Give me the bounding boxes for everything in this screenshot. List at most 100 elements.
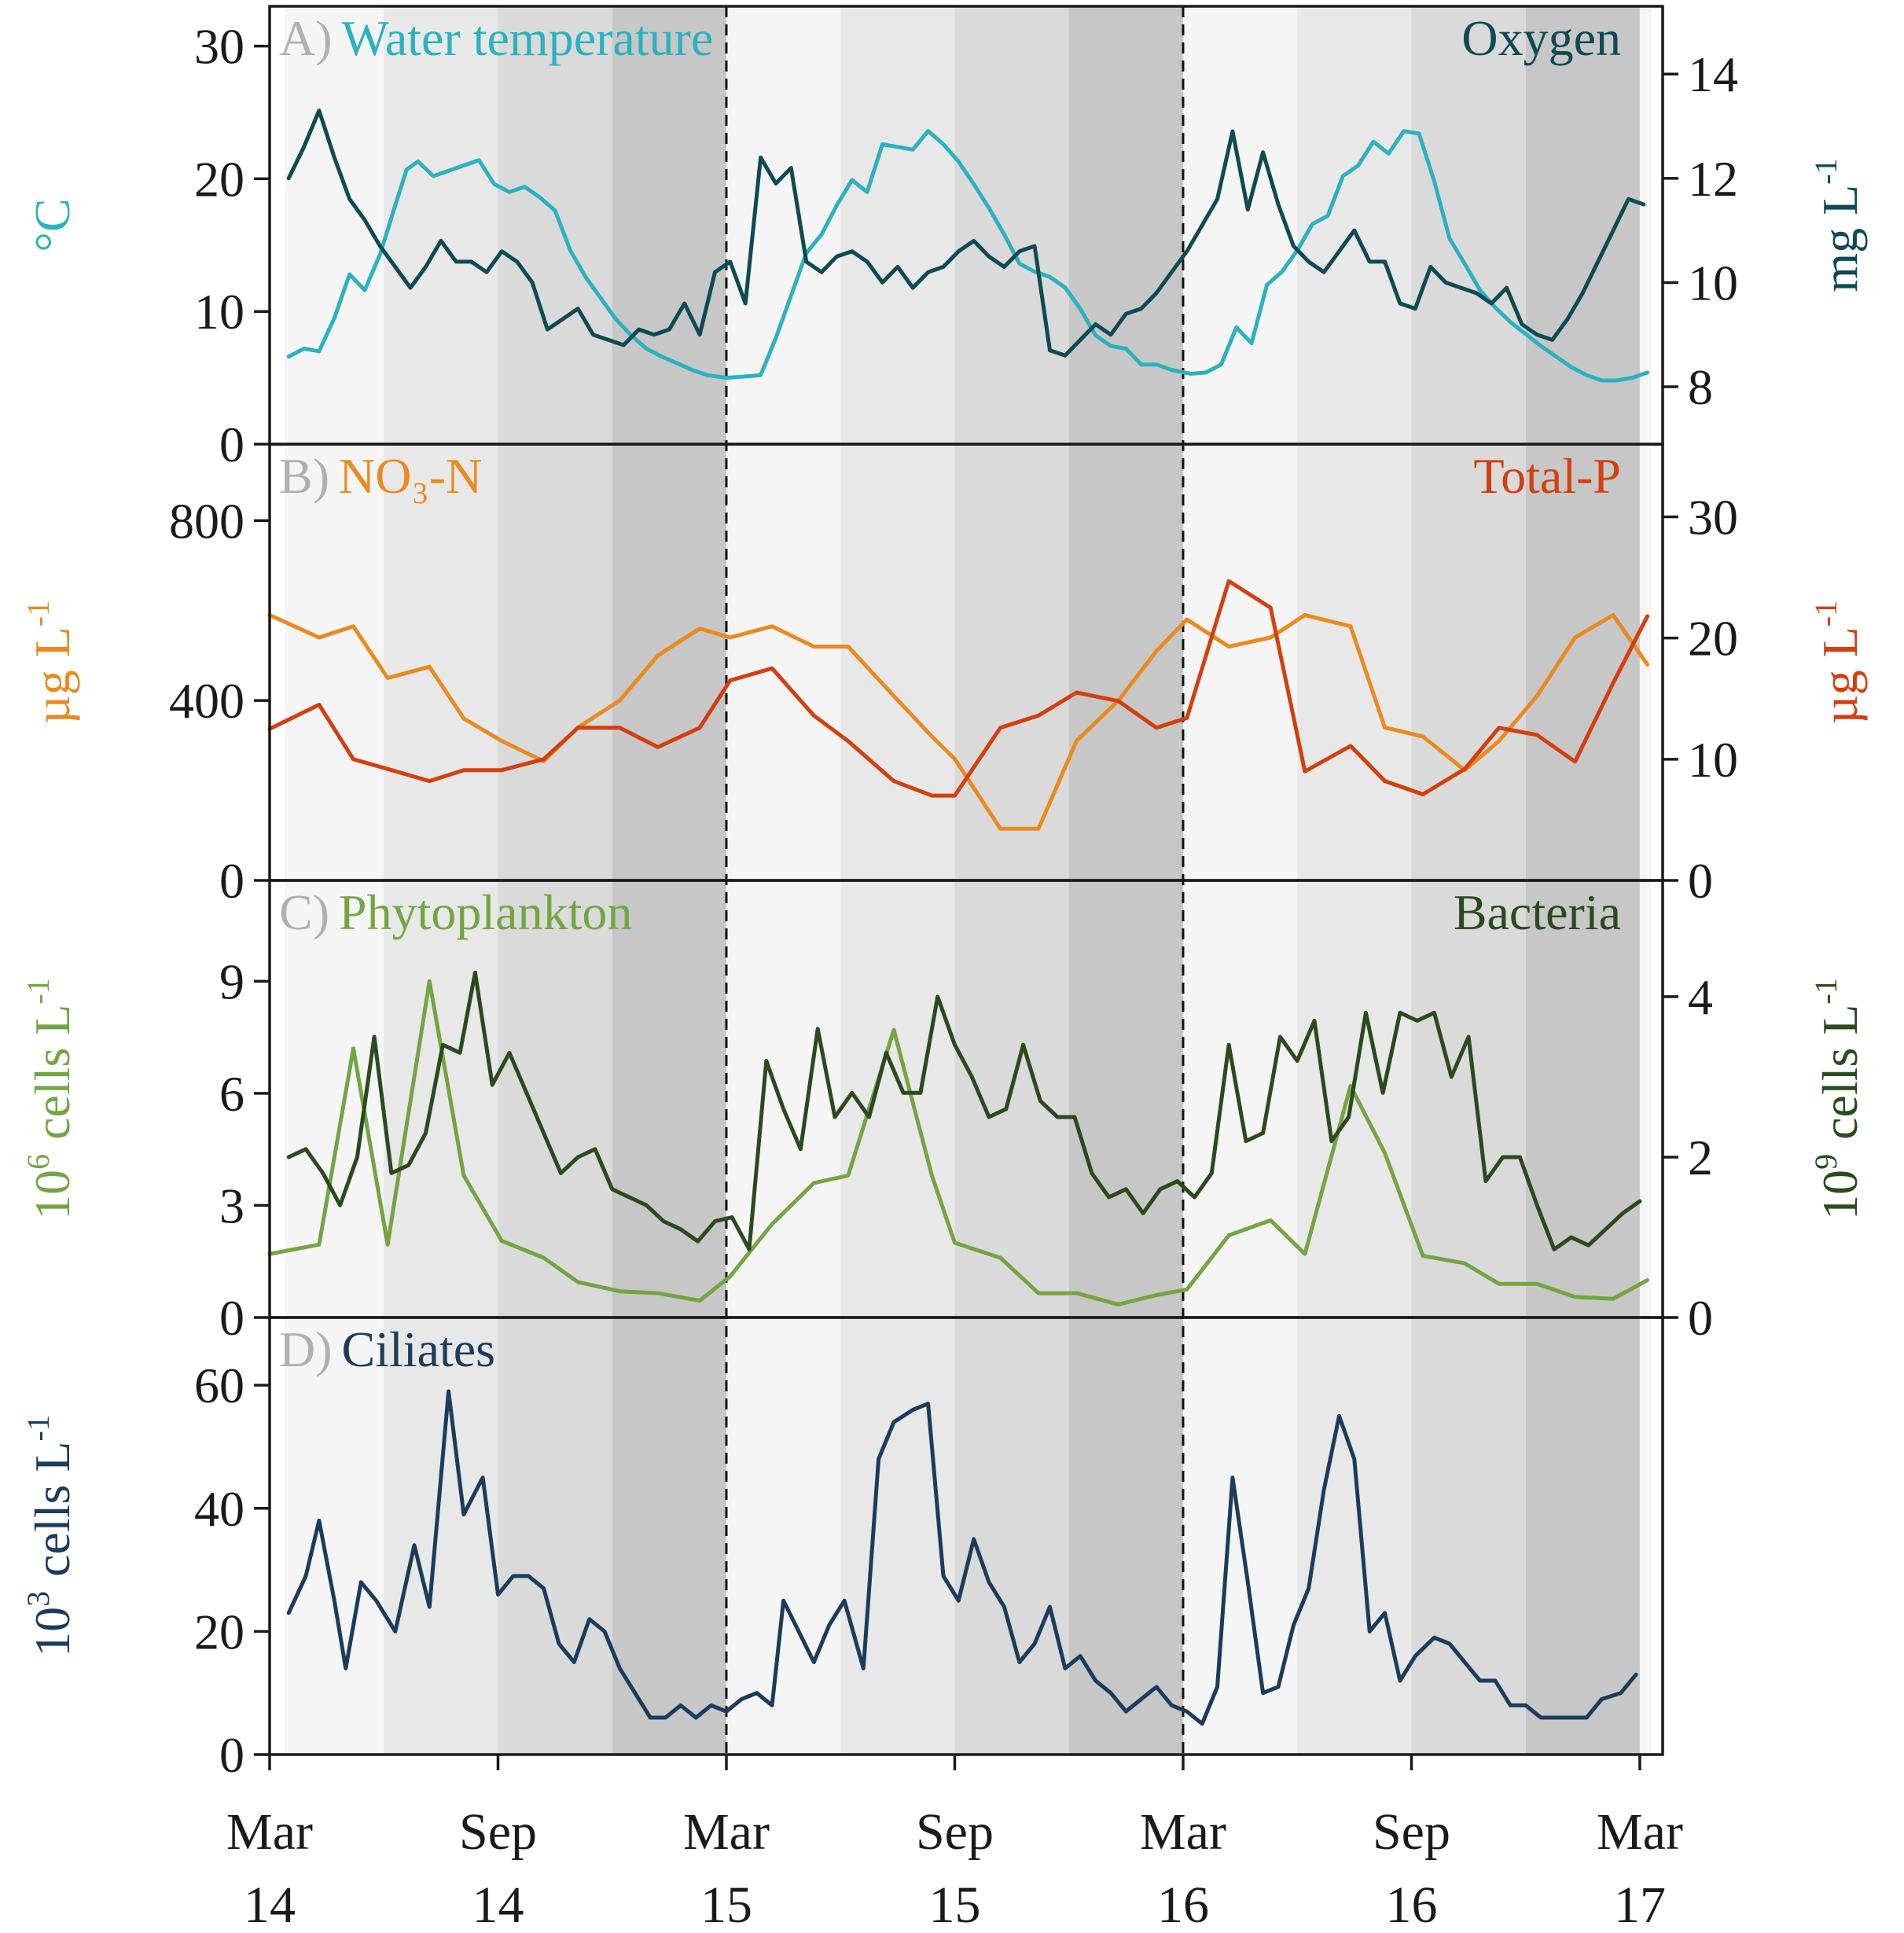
right-tick-label: 4 — [1688, 969, 1713, 1025]
axis-unit-main: µg L — [24, 627, 80, 724]
right-tick-label: 0 — [1688, 1290, 1713, 1346]
axis-unit-main: cells L — [24, 1004, 80, 1139]
axis-unit-exponent: 3 — [20, 1591, 56, 1607]
y-axis-label-left: °C — [24, 198, 80, 252]
right-tick-label: 10 — [1688, 255, 1738, 311]
axis-unit-exponent: 6 — [20, 1154, 56, 1170]
x-tick-year: 14 — [244, 1876, 296, 1933]
axis-unit-main: µg L — [1812, 627, 1868, 724]
x-tick-month: Mar — [226, 1803, 313, 1861]
x-tick-year: 15 — [700, 1876, 752, 1933]
axis-ticks: 0102030810121404008000102030036902402040… — [169, 19, 1738, 1783]
x-tick-month: Mar — [683, 1803, 770, 1861]
x-tick-month: Mar — [1597, 1803, 1683, 1861]
panel-title-left-c: C) Phytoplankton — [279, 884, 632, 940]
x-tick-year: 17 — [1614, 1876, 1666, 1933]
right-tick-label: 0 — [1688, 853, 1713, 909]
panel-letter: D) — [279, 1321, 333, 1377]
panel-letter: B) — [279, 448, 329, 504]
axis-unit-text: mg L-1 — [1808, 158, 1868, 292]
x-tick-month: Sep — [1373, 1803, 1450, 1861]
axis-unit-main: cells L — [1812, 1004, 1868, 1139]
right-tick-label: 30 — [1688, 490, 1738, 546]
series-line-phytoplankton — [267, 979, 1650, 1306]
panel-title-left-d: D) Ciliates — [279, 1321, 495, 1377]
left-tick-label: 6 — [219, 1066, 244, 1122]
axis-unit-exponent: -1 — [20, 601, 56, 627]
series-line-bacteria — [286, 970, 1642, 1251]
panel-series-name: Water temperature — [342, 10, 714, 66]
series-line-water-temperature — [286, 129, 1650, 383]
axis-unit-exponent: -1 — [1808, 601, 1843, 627]
y-axis-label-right: µg L-1 — [1808, 601, 1868, 724]
right-tick-label: 20 — [1688, 611, 1738, 667]
panel-title-right-b: Total-P — [1474, 448, 1622, 504]
left-tick-label: 3 — [219, 1178, 244, 1233]
series-line-oxygen — [286, 108, 1646, 358]
right-tick-label: 2 — [1688, 1130, 1713, 1185]
x-tick-month: Sep — [916, 1803, 994, 1861]
axis-unit-exponent: -1 — [1808, 158, 1843, 184]
axis-unit-main: °C — [24, 198, 80, 252]
y-axis-label-left: µg L-1 — [20, 601, 80, 724]
left-tick-label: 20 — [194, 1604, 244, 1659]
panel-letter: C) — [279, 884, 329, 940]
x-tick-month: Mar — [1140, 1803, 1226, 1861]
data-series — [267, 108, 1650, 1726]
x-tick-month: Sep — [459, 1803, 537, 1861]
axis-unit-main: mg L — [1812, 185, 1868, 292]
left-tick-label: 30 — [194, 19, 244, 75]
left-tick-label: 40 — [194, 1481, 244, 1537]
axis-unit-exponent: -1 — [20, 978, 56, 1004]
series-line-ciliates — [286, 1389, 1638, 1726]
panel-frame-d — [268, 1316, 1664, 1756]
panel-series-name: Phytoplankton — [339, 884, 632, 940]
axis-unit-text: 103 cells L-1 — [20, 1415, 80, 1657]
series-line-no3-n — [267, 612, 1650, 831]
left-tick-label: 800 — [169, 493, 244, 549]
x-axis: Mar 14 Sep 14 Mar 15 Sep 15 Mar 16 Sep 16 Mar 17 — [226, 1755, 1683, 1933]
left-tick-label: 20 — [194, 151, 244, 207]
axis-unit-text: µg L-1 — [20, 601, 80, 724]
left-tick-label: 9 — [219, 954, 244, 1009]
x-tick-year: 16 — [1385, 1876, 1437, 1933]
left-tick-label: 10 — [194, 284, 244, 340]
series-line-total-p — [267, 579, 1650, 798]
panel-letter: A) — [279, 10, 333, 66]
panel-series-name: NO₃-N — [339, 448, 482, 504]
panel-title-left-b: B) NO₃-N — [279, 448, 482, 504]
axis-unit-prefix: 10 — [1812, 1170, 1868, 1220]
right-tick-label: 12 — [1688, 151, 1738, 207]
left-tick-label: 0 — [219, 853, 244, 909]
left-tick-label: 0 — [219, 1290, 244, 1346]
panel-series-name: Ciliates — [342, 1321, 496, 1377]
left-tick-label: 0 — [219, 417, 244, 472]
axis-unit-text: 106 cells L-1 — [20, 978, 80, 1220]
panel-title-right-c: Bacteria — [1454, 884, 1621, 940]
right-tick-label: 14 — [1688, 46, 1738, 102]
x-tick-year: 16 — [1157, 1876, 1209, 1933]
axis-unit-main: cells L — [24, 1441, 80, 1576]
panel-frames — [268, 5, 1664, 1756]
right-tick-label: 10 — [1688, 732, 1738, 788]
y-axis-label-left: 106 cells L-1 — [20, 978, 80, 1220]
x-tick-year: 15 — [928, 1876, 980, 1933]
axis-unit-prefix: 10 — [24, 1607, 80, 1657]
left-tick-label: 60 — [194, 1358, 244, 1413]
panel-title-left-a: A) Water temperature — [279, 10, 713, 66]
axis-unit-text: °C — [24, 198, 80, 252]
x-tick-year: 14 — [472, 1876, 524, 1933]
y-axis-label-right: 109 cells L-1 — [1808, 978, 1868, 1220]
axis-unit-text: µg L-1 — [1808, 601, 1868, 724]
axis-unit-prefix: 10 — [24, 1170, 80, 1220]
axis-unit-exponent: -1 — [20, 1415, 56, 1441]
axis-unit-text: 109 cells L-1 — [1808, 978, 1868, 1220]
y-axis-label-right: mg L-1 — [1808, 158, 1868, 292]
right-tick-label: 8 — [1688, 359, 1713, 415]
axis-unit-exponent: 9 — [1808, 1154, 1843, 1170]
panel-titles: A) Water temperature Oxygen B) NO₃-N Total-P C… — [279, 10, 1621, 1377]
left-tick-label: 400 — [169, 673, 244, 729]
left-tick-label: 0 — [219, 1727, 244, 1783]
